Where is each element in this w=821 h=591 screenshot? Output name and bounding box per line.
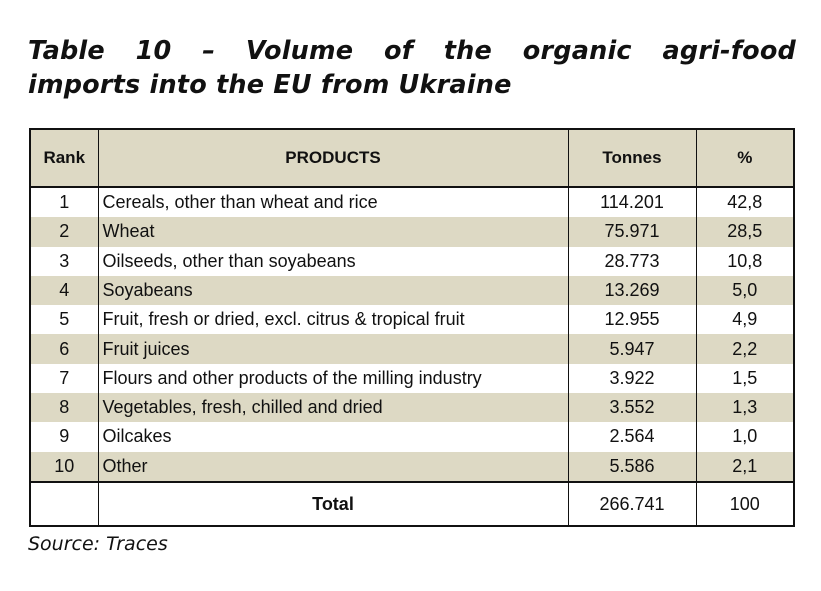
- total-percent: 100: [695, 481, 793, 525]
- table-row: 3 Oilseeds, other than soyabeans 28.773 10,…: [31, 246, 793, 276]
- rank-cell: 4: [31, 275, 98, 306]
- tonnes-cell: 28.773: [567, 246, 696, 276]
- header-percent: %: [695, 130, 793, 188]
- product-cell: Fruit juices: [97, 334, 568, 364]
- product-cell: Oilseeds, other than soyabeans: [97, 246, 568, 276]
- table-title: Table 10– Volume of the organic agri-food impo…: [28, 34, 796, 102]
- rank-cell: 10: [31, 451, 98, 482]
- table-row: 5 Fruit, fresh or dried, excl. citrus & t…: [31, 305, 793, 335]
- table-row: 1 Cereals, other than wheat and rice 114.2…: [31, 187, 793, 218]
- tonnes-cell: 13.269: [567, 275, 696, 306]
- percent-cell: 28,5: [695, 217, 793, 247]
- product-cell: Oilcakes: [97, 422, 568, 452]
- product-cell: Soyabeans: [97, 275, 568, 306]
- rank-cell: 5: [31, 305, 98, 335]
- header-products: PRODUCTS: [97, 130, 568, 188]
- percent-cell: 42,8: [695, 187, 793, 218]
- table-row: 8 Vegetables, fresh, chilled and dried 3.5…: [31, 393, 793, 423]
- percent-cell: 4,9: [695, 305, 793, 335]
- tonnes-cell: 114.201: [567, 187, 696, 218]
- percent-cell: 5,0: [695, 275, 793, 306]
- header-rank: Rank: [31, 130, 98, 188]
- product-cell: Other: [97, 451, 568, 482]
- rank-cell: 9: [31, 422, 98, 452]
- tonnes-cell: 12.955: [567, 305, 696, 335]
- imports-table: Rank PRODUCTS Tonnes % 1 Cereals, other t…: [31, 130, 793, 525]
- total-label: Total: [97, 481, 568, 525]
- product-cell: Fruit, fresh or dried, excl. citrus & tr…: [97, 305, 568, 335]
- total-rank-cell: [31, 481, 98, 525]
- rank-cell: 1: [31, 187, 98, 218]
- table-row: 7 Flours and other products of the millin…: [31, 363, 793, 394]
- tonnes-cell: 2.564: [567, 422, 696, 452]
- header-tonnes: Tonnes: [567, 130, 696, 188]
- table-row: 10 Other 5.586 2,1: [31, 451, 793, 482]
- table-row: 2 Wheat 75.971 28,5: [31, 217, 793, 247]
- title-word: organic: [522, 36, 632, 66]
- rank-cell: 2: [31, 217, 98, 247]
- table-row: 6 Fruit juices 5.947 2,2: [31, 334, 793, 364]
- title-word: the: [443, 36, 493, 66]
- percent-cell: 2,2: [695, 334, 793, 364]
- total-row: Total 266.741 100: [31, 481, 793, 525]
- rank-cell: 3: [31, 246, 98, 276]
- percent-cell: 2,1: [695, 451, 793, 482]
- tonnes-cell: 5.586: [567, 451, 696, 482]
- title-word: –: [202, 36, 216, 66]
- product-cell: Cereals, other than wheat and rice: [97, 187, 568, 218]
- rank-cell: 7: [31, 363, 98, 394]
- product-cell: Vegetables, fresh, chilled and dried: [97, 393, 568, 423]
- tonnes-cell: 5.947: [567, 334, 696, 364]
- percent-cell: 1,0: [695, 422, 793, 452]
- source-note: Source: Traces: [28, 533, 168, 555]
- title-word: of: [384, 36, 414, 66]
- rank-cell: 6: [31, 334, 98, 364]
- title-line-2: imports into the EU from Ukraine: [28, 70, 512, 100]
- title-word: Table: [28, 36, 105, 66]
- imports-table-frame: Rank PRODUCTS Tonnes % 1 Cereals, other t…: [29, 128, 795, 527]
- total-tonnes: 266.741: [567, 481, 696, 525]
- tonnes-cell: 75.971: [567, 217, 696, 247]
- table-row: 9 Oilcakes 2.564 1,0: [31, 422, 793, 452]
- percent-cell: 1,5: [695, 363, 793, 394]
- tonnes-cell: 3.922: [567, 363, 696, 394]
- title-word: Volume: [245, 36, 354, 66]
- tonnes-cell: 3.552: [567, 393, 696, 423]
- title-word: 10: [135, 36, 172, 66]
- header-row: Rank PRODUCTS Tonnes %: [31, 130, 793, 188]
- title-line-1: Table 10– Volume of the organic agri-food: [28, 34, 796, 68]
- percent-cell: 10,8: [695, 246, 793, 276]
- percent-cell: 1,3: [695, 393, 793, 423]
- table-row: 4 Soyabeans 13.269 5,0: [31, 275, 793, 306]
- title-word: agri-food: [662, 36, 796, 66]
- product-cell: Flours and other products of the milling…: [97, 363, 568, 394]
- rank-cell: 8: [31, 393, 98, 423]
- table-body: 1 Cereals, other than wheat and rice 114.2…: [31, 187, 793, 482]
- product-cell: Wheat: [97, 217, 568, 247]
